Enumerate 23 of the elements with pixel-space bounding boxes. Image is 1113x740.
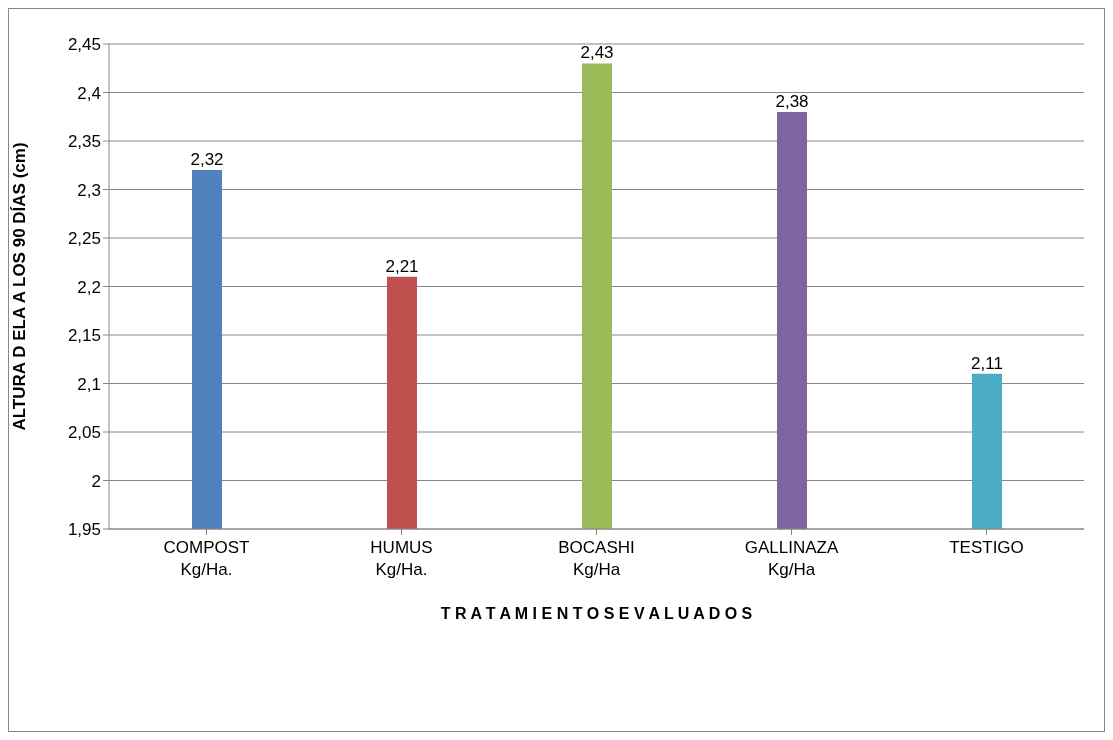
y-tick-label: 1,95	[67, 520, 101, 540]
data-label: 2,11	[971, 353, 1003, 373]
y-tick-label: 2,05	[67, 423, 101, 443]
y-tick-label: 2,15	[67, 326, 101, 346]
x-tick-label: COMPOST Kg/Ha.	[163, 538, 250, 579]
x-tick-label: GALLINAZA Kg/Ha	[744, 538, 839, 579]
y-tick-label: 2,1	[77, 374, 101, 394]
y-tick-label: 2	[91, 471, 101, 491]
x-tick-label: BOCASHI Kg/Ha	[558, 538, 635, 579]
y-tick-label: 2,2	[77, 277, 101, 297]
y-tick-label: 2,25	[67, 229, 101, 249]
y-axis-title: ALTURA D ELA A LOS 90 DÍAS (cm)	[10, 142, 30, 431]
data-label: 2,43	[580, 43, 614, 63]
y-tick-label: 2,45	[67, 35, 101, 55]
data-label: 2,21	[385, 256, 419, 276]
x-tick-label: HUMUS Kg/Ha.	[370, 538, 433, 579]
x-axis-title: T R A T A M I E N T O S E V A L U A D O S	[440, 605, 753, 622]
y-tick-label: 2,4	[77, 83, 101, 103]
x-tick-label: TESTIGO	[949, 538, 1024, 557]
data-label: 2,32	[190, 150, 224, 170]
y-tick-label: 2,35	[67, 132, 101, 152]
y-tick-label: 2,3	[77, 180, 101, 200]
data-label: 2,38	[775, 91, 809, 111]
